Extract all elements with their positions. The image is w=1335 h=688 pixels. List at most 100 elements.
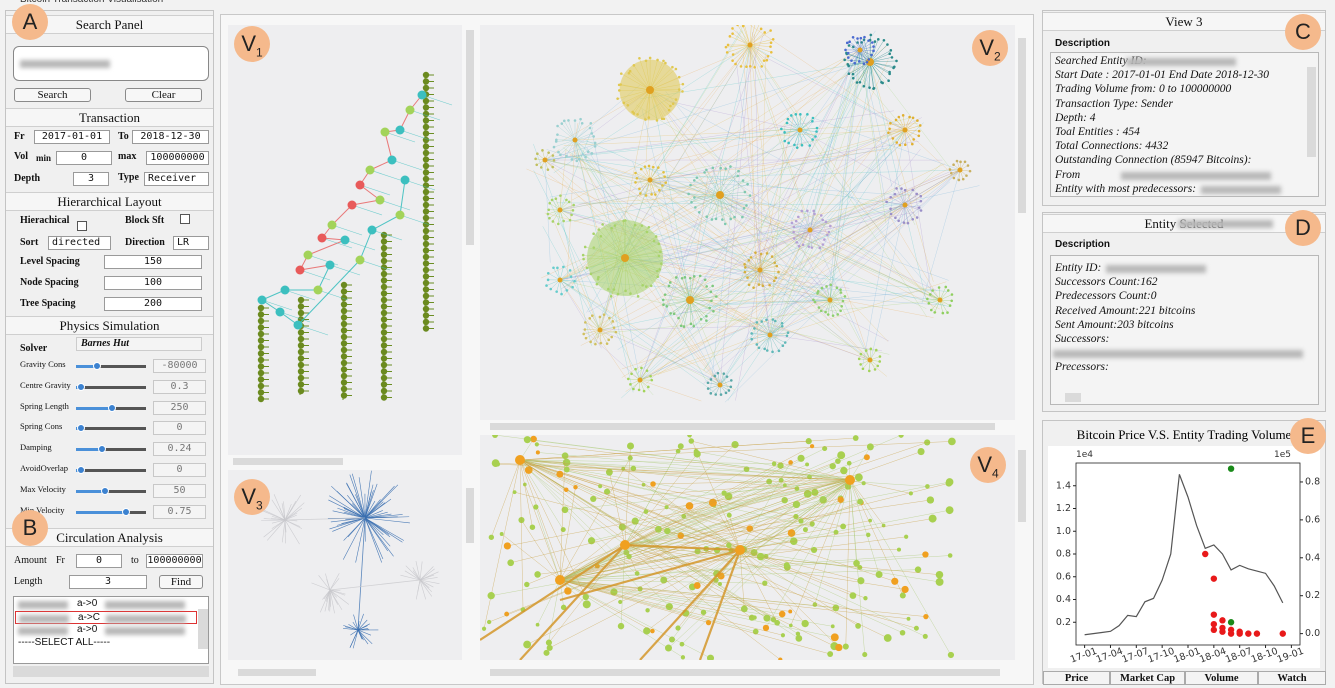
edge [744,25,751,46]
scrollbar[interactable] [1307,67,1316,157]
slider-knob[interactable] [92,362,101,370]
node [775,264,779,268]
node [830,633,839,642]
depth-input[interactable]: 3 [73,172,109,186]
date-input[interactable]: 2017-01-01 [34,130,110,144]
list-item[interactable]: -----SELECT ALL----- [15,637,197,650]
scrollbar[interactable] [238,669,316,676]
edge [754,328,771,336]
node [380,283,388,291]
list-item[interactable]: a->0 [15,624,197,637]
node [731,27,734,30]
solver-select[interactable]: Barnes Hut [76,337,202,351]
list-item[interactable]: a->C [15,611,197,624]
edge [818,246,871,361]
node [616,292,620,296]
edge [632,89,651,113]
edge [546,149,811,231]
amount-from[interactable]: 0 [76,554,122,568]
length-input[interactable]: 3 [69,575,147,589]
node [693,582,701,589]
scrollbar[interactable] [1065,393,1081,402]
node [422,266,430,274]
node [582,257,585,261]
tab[interactable]: Watch [1258,671,1326,685]
edge [559,279,736,391]
scrollbar[interactable] [198,609,208,649]
edge [727,129,906,401]
edge [739,549,745,609]
tab[interactable]: Price [1043,671,1110,685]
edge [759,169,961,252]
spacing-input[interactable]: 200 [104,297,202,311]
sort-select[interactable]: directed [48,236,111,250]
list-item[interactable]: a->0 [15,598,197,611]
tab[interactable]: Volume [1185,671,1258,685]
node [679,324,683,328]
checkbox[interactable] [180,214,190,224]
scrollbar[interactable] [1018,38,1026,213]
node [917,206,921,209]
clear-button[interactable]: Clear [125,88,202,102]
type-select[interactable]: Receiver [144,172,209,186]
edge [606,491,741,551]
scrollbar[interactable] [233,458,343,465]
node [571,285,574,289]
amount-to[interactable]: 100000000 [146,554,203,568]
node [857,60,861,63]
slider-knob[interactable] [76,424,85,433]
node [765,58,769,62]
node [257,304,265,312]
direction-select[interactable]: LR [173,236,209,250]
scrollbar[interactable] [466,30,474,245]
node [726,43,730,47]
edge [753,229,811,333]
spacing-input[interactable]: 100 [104,276,202,290]
slider-knob[interactable] [76,466,85,474]
node [422,234,430,241]
search-button[interactable]: Search [14,88,91,102]
edge [599,321,613,331]
node [705,619,712,626]
node [869,347,873,351]
edge [558,139,576,153]
edge [536,444,851,481]
date-input[interactable]: 2018-12-30 [132,130,209,144]
edge [676,277,691,301]
node [823,238,826,241]
node [340,307,348,315]
slider-knob[interactable] [122,507,130,516]
scrollbar[interactable] [466,488,474,543]
edge [569,153,761,271]
node [705,168,708,172]
redacted [20,60,110,68]
slider-knob[interactable] [108,403,116,412]
node [563,466,570,473]
edge [412,567,421,581]
checkbox[interactable] [77,221,87,231]
min-input[interactable]: 0 [56,151,112,165]
node [795,146,799,149]
scrollbar[interactable] [1018,450,1026,522]
scrollbar[interactable] [490,669,1000,676]
node [827,297,833,303]
edge [284,519,300,545]
node [780,633,786,638]
search-input[interactable] [13,46,209,81]
slider-knob[interactable] [97,445,106,454]
spacing-input[interactable]: 150 [104,255,202,269]
tab[interactable]: Market Cap [1110,671,1185,685]
edge [719,194,723,220]
node [852,435,859,441]
edge [690,184,721,196]
slider-knob[interactable] [101,486,109,495]
edge [599,219,806,331]
scrollbar[interactable] [13,666,209,677]
edge [480,544,626,641]
max-input[interactable]: 100000000 [146,151,209,165]
find-button[interactable]: Find [159,575,203,589]
edge [519,437,856,461]
node [582,600,591,609]
scrollbar[interactable] [490,423,995,430]
slider-knob[interactable] [76,382,85,391]
